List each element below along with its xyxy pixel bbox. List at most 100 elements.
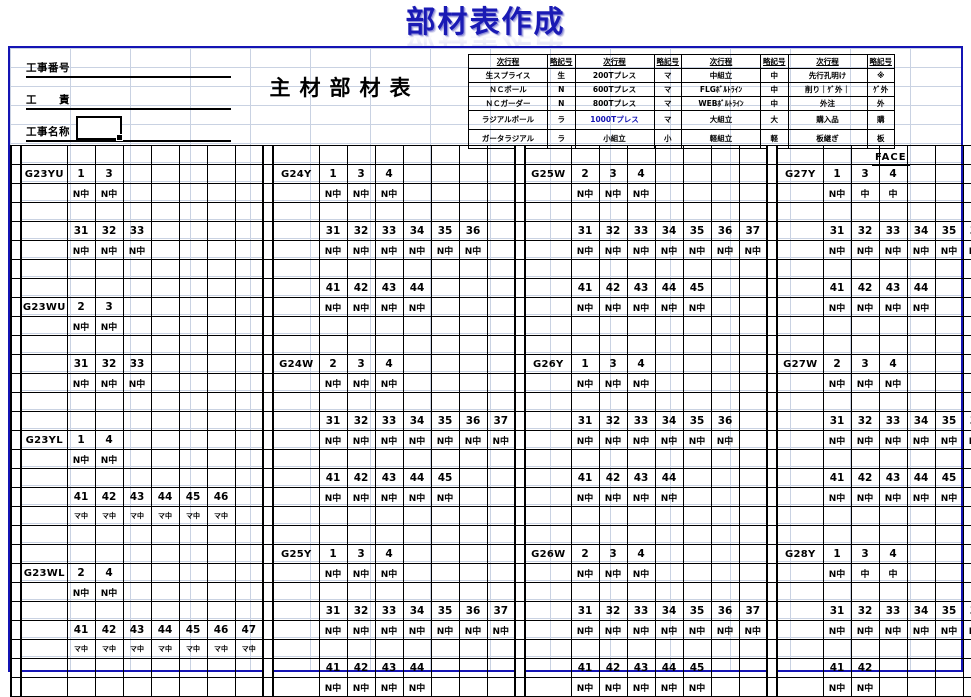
empty-cell[interactable] bbox=[94, 411, 124, 431]
empty-cell[interactable] bbox=[94, 677, 124, 697]
empty-cell[interactable] bbox=[710, 487, 740, 507]
part-number-cell[interactable]: 41 bbox=[318, 278, 348, 298]
empty-cell[interactable] bbox=[570, 259, 600, 279]
empty-cell[interactable] bbox=[272, 183, 320, 203]
empty-cell[interactable] bbox=[906, 202, 936, 222]
empty-cell[interactable] bbox=[710, 525, 740, 545]
part-number-cell[interactable]: 4 bbox=[374, 164, 404, 184]
empty-cell[interactable] bbox=[710, 354, 740, 374]
part-number-cell[interactable]: 33 bbox=[878, 221, 908, 241]
empty-cell[interactable] bbox=[272, 259, 320, 279]
part-number-cell[interactable]: 36 bbox=[962, 601, 971, 621]
empty-cell[interactable] bbox=[776, 468, 824, 488]
empty-cell[interactable] bbox=[178, 430, 208, 450]
empty-cell[interactable] bbox=[962, 468, 971, 488]
empty-cell[interactable] bbox=[524, 183, 572, 203]
empty-cell[interactable] bbox=[346, 335, 376, 355]
part-group-label[interactable]: G23WL bbox=[20, 563, 68, 583]
empty-cell[interactable] bbox=[234, 582, 264, 602]
process-mark-cell[interactable]: N中 bbox=[374, 487, 404, 507]
empty-cell[interactable] bbox=[962, 449, 971, 469]
part-number-cell[interactable]: 45 bbox=[430, 468, 460, 488]
part-number-cell[interactable]: 2 bbox=[66, 297, 96, 317]
empty-cell[interactable] bbox=[486, 658, 516, 678]
empty-cell[interactable] bbox=[122, 335, 152, 355]
empty-cell[interactable] bbox=[962, 506, 971, 526]
empty-cell[interactable] bbox=[206, 183, 236, 203]
process-mark-cell[interactable]: N中 bbox=[822, 677, 852, 697]
empty-cell[interactable] bbox=[150, 677, 180, 697]
empty-cell[interactable] bbox=[822, 639, 852, 659]
part-number-cell[interactable]: 35 bbox=[934, 221, 964, 241]
empty-cell[interactable] bbox=[402, 544, 432, 564]
process-mark-cell[interactable]: N中 bbox=[850, 373, 880, 393]
empty-cell[interactable] bbox=[272, 601, 320, 621]
empty-cell[interactable] bbox=[878, 202, 908, 222]
empty-cell[interactable] bbox=[878, 259, 908, 279]
empty-cell[interactable] bbox=[598, 335, 628, 355]
empty-cell[interactable] bbox=[20, 183, 68, 203]
process-mark-cell[interactable]: N中 bbox=[486, 620, 516, 640]
process-mark-cell[interactable]: マ中 bbox=[94, 506, 124, 526]
empty-cell[interactable] bbox=[374, 582, 404, 602]
empty-cell[interactable] bbox=[524, 582, 572, 602]
part-number-cell[interactable]: 46 bbox=[206, 620, 236, 640]
empty-cell[interactable] bbox=[524, 468, 572, 488]
part-number-cell[interactable]: 35 bbox=[682, 221, 712, 241]
empty-cell[interactable] bbox=[962, 658, 971, 678]
empty-cell[interactable] bbox=[962, 316, 971, 336]
empty-cell[interactable] bbox=[234, 487, 264, 507]
empty-cell[interactable] bbox=[458, 506, 488, 526]
process-mark-cell[interactable]: N中 bbox=[374, 620, 404, 640]
empty-cell[interactable] bbox=[178, 563, 208, 583]
part-number-cell[interactable]: 32 bbox=[94, 221, 124, 241]
process-mark-cell[interactable]: マ中 bbox=[94, 639, 124, 659]
empty-cell[interactable] bbox=[776, 582, 824, 602]
empty-cell[interactable] bbox=[402, 316, 432, 336]
process-mark-cell[interactable]: N中 bbox=[570, 620, 600, 640]
empty-cell[interactable] bbox=[234, 544, 264, 564]
empty-cell[interactable] bbox=[710, 202, 740, 222]
empty-cell[interactable] bbox=[234, 506, 264, 526]
part-number-cell[interactable]: 36 bbox=[710, 221, 740, 241]
empty-cell[interactable] bbox=[374, 335, 404, 355]
empty-cell[interactable] bbox=[822, 449, 852, 469]
part-number-cell[interactable]: 31 bbox=[822, 601, 852, 621]
process-mark-cell[interactable]: N中 bbox=[66, 316, 96, 336]
empty-cell[interactable] bbox=[178, 335, 208, 355]
empty-cell[interactable] bbox=[94, 392, 124, 412]
empty-cell[interactable] bbox=[962, 202, 971, 222]
empty-cell[interactable] bbox=[178, 240, 208, 260]
empty-cell[interactable] bbox=[94, 544, 124, 564]
empty-cell[interactable] bbox=[122, 430, 152, 450]
empty-cell[interactable] bbox=[626, 259, 656, 279]
process-mark-cell[interactable]: N中 bbox=[318, 487, 348, 507]
part-number-cell[interactable]: 41 bbox=[318, 658, 348, 678]
process-mark-cell[interactable]: N中 bbox=[878, 240, 908, 260]
empty-cell[interactable] bbox=[272, 335, 320, 355]
empty-cell[interactable] bbox=[20, 620, 68, 640]
empty-cell[interactable] bbox=[318, 259, 348, 279]
part-number-cell[interactable]: 42 bbox=[598, 278, 628, 298]
empty-cell[interactable] bbox=[906, 525, 936, 545]
empty-cell[interactable] bbox=[710, 544, 740, 564]
empty-cell[interactable] bbox=[206, 601, 236, 621]
empty-cell[interactable] bbox=[906, 183, 936, 203]
empty-cell[interactable] bbox=[206, 297, 236, 317]
part-number-cell[interactable]: 31 bbox=[570, 601, 600, 621]
empty-cell[interactable] bbox=[20, 658, 68, 678]
process-mark-cell[interactable]: N中 bbox=[318, 563, 348, 583]
empty-cell[interactable] bbox=[94, 202, 124, 222]
part-number-cell[interactable]: 32 bbox=[850, 601, 880, 621]
part-number-cell[interactable]: 45 bbox=[682, 278, 712, 298]
part-number-cell[interactable]: 33 bbox=[878, 411, 908, 431]
part-number-cell[interactable]: 45 bbox=[934, 468, 964, 488]
empty-cell[interactable] bbox=[234, 563, 264, 583]
empty-cell[interactable] bbox=[122, 259, 152, 279]
empty-cell[interactable] bbox=[206, 164, 236, 184]
empty-cell[interactable] bbox=[206, 278, 236, 298]
empty-cell[interactable] bbox=[402, 639, 432, 659]
empty-cell[interactable] bbox=[626, 202, 656, 222]
empty-cell[interactable] bbox=[458, 145, 488, 165]
process-mark-cell[interactable]: マ中 bbox=[122, 506, 152, 526]
